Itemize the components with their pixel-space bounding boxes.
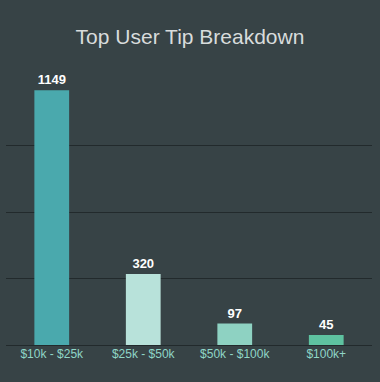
svg-text:1149: 1149: [38, 72, 66, 87]
svg-text:$50k - $100k: $50k - $100k: [200, 347, 270, 361]
svg-text:45: 45: [319, 317, 333, 332]
svg-text:97: 97: [228, 306, 242, 321]
svg-text:320: 320: [132, 256, 154, 271]
svg-text:$100k+: $100k+: [306, 347, 346, 361]
svg-text:$25k - $50k: $25k - $50k: [112, 347, 176, 361]
svg-text:$10k - $25k: $10k - $25k: [20, 347, 84, 361]
svg-text:Top User Tip Breakdown: Top User Tip Breakdown: [76, 25, 305, 48]
